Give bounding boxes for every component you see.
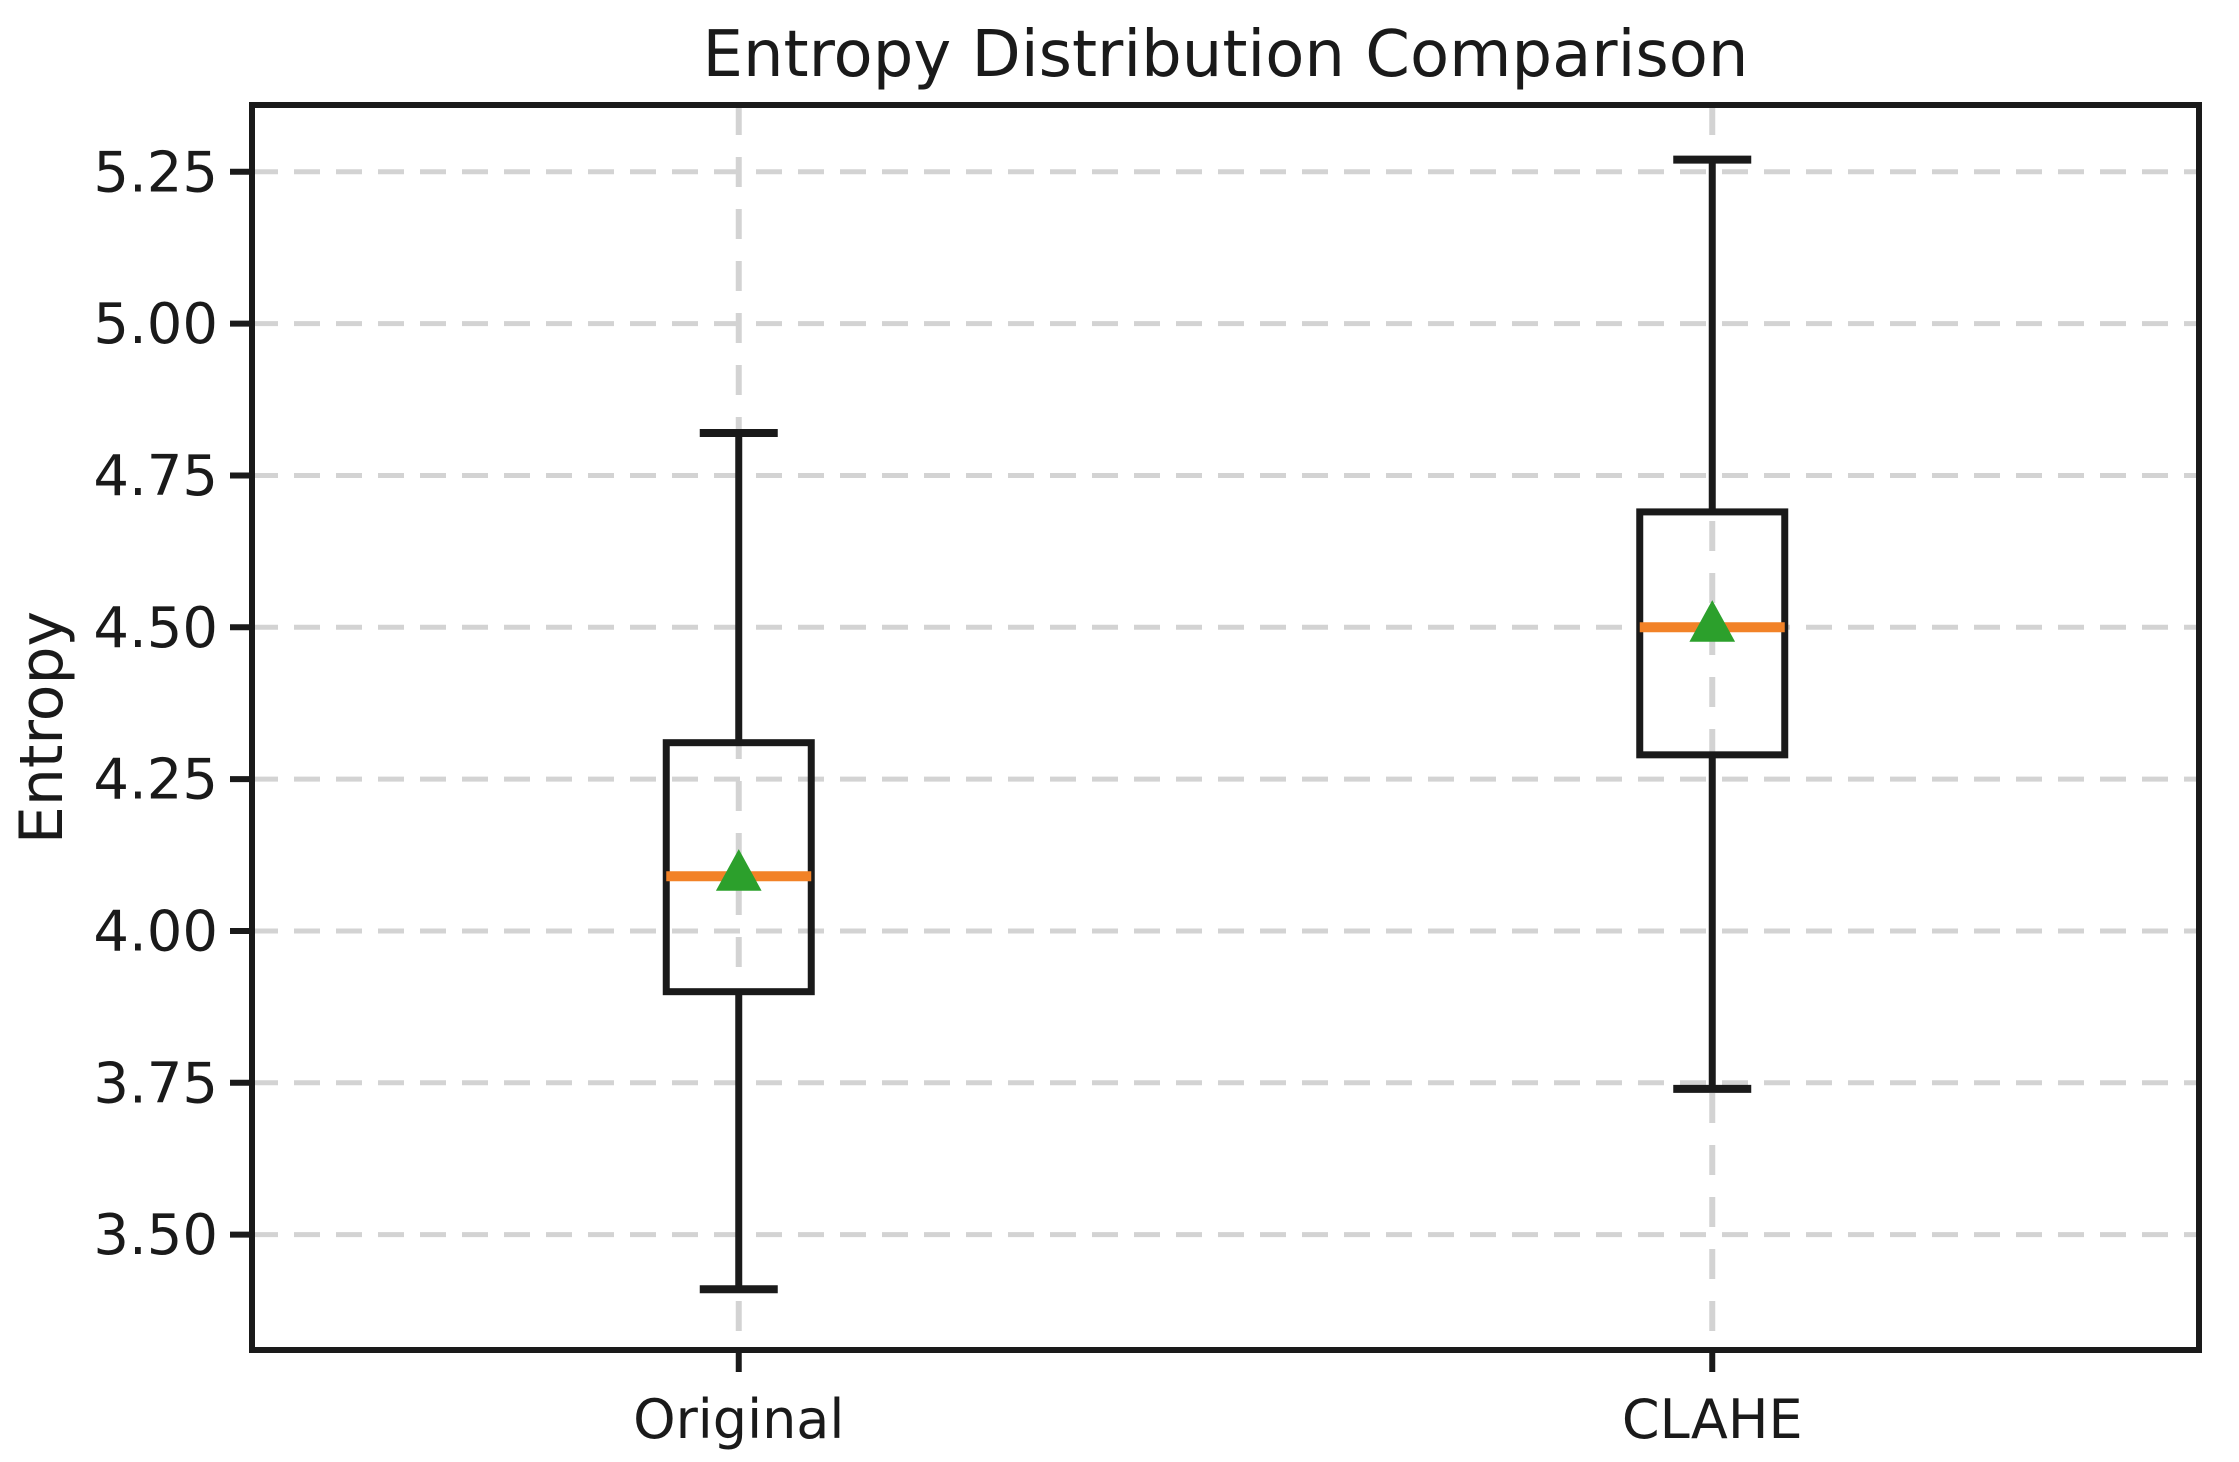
iqr-box-original (662, 739, 815, 996)
plot-border (249, 102, 2202, 1353)
y-tick-label: 3.75 (93, 1051, 218, 1116)
mean-marker (715, 849, 762, 891)
y-tick-label: 4.00 (93, 900, 218, 965)
boxplot-series (662, 155, 1789, 1294)
axes: 3.50 3.75 4.00 4.25 4.50 4.75 5.00 5.25 Original… (93, 140, 1802, 1451)
y-tick-label: 4.75 (93, 444, 218, 509)
y-tick-label: 3.50 (93, 1203, 218, 1268)
chart-title: Entropy Distribution Comparison (703, 18, 1749, 92)
y-tick-label: 5.25 (93, 140, 218, 205)
mean-marker (1689, 600, 1736, 642)
y-axis-label: Entropy (7, 611, 77, 844)
y-tick-label: 4.50 (93, 596, 218, 661)
gridlines (252, 105, 2199, 1350)
y-tick-label: 4.25 (93, 748, 218, 813)
iqr-box-clahe (1636, 508, 1789, 759)
x-tick-label: CLAHE (1622, 1388, 1803, 1451)
y-tick-label: 5.00 (93, 292, 218, 357)
x-tick-label: Original (633, 1388, 844, 1451)
